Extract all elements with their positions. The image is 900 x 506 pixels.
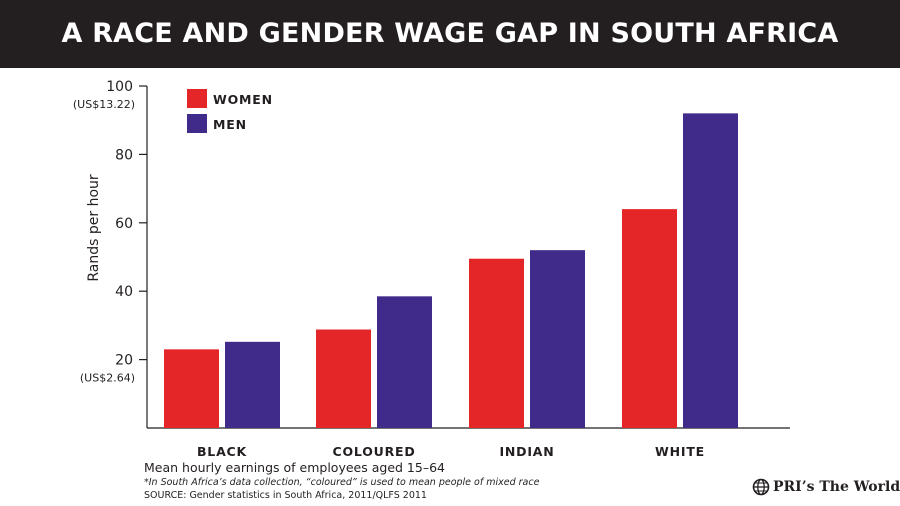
legend-swatch-women: [187, 89, 207, 108]
footer: Mean hourly earnings of employees aged 1…: [144, 460, 539, 503]
pri-the-world-logo: PRI’s The World: [752, 478, 900, 496]
bar-men-white: [683, 113, 738, 429]
chart-caption: Mean hourly earnings of employees aged 1…: [144, 460, 445, 475]
logo-text: PRI’s The World: [773, 479, 900, 495]
bar-women-coloured: [316, 329, 371, 428]
y-tick-label: 60: [115, 216, 133, 232]
y-axis-label: Rands per hour: [86, 174, 102, 282]
x-categories: BLACK COLOURED INDIAN WHITE: [197, 444, 705, 459]
globe-icon: [752, 478, 770, 496]
chart-source: SOURCE: Gender statistics in South Afric…: [144, 490, 427, 501]
y-tick-label: 80: [115, 147, 133, 163]
y-tick-label: 40: [115, 284, 133, 300]
chart-note: *In South Africa’s data collection, “col…: [144, 477, 540, 488]
bar-men-black: [225, 341, 280, 428]
bar-men-indian: [530, 250, 585, 428]
bar-women-black: [164, 349, 219, 428]
category-label: INDIAN: [499, 444, 554, 459]
legend-label-women: WOMEN: [213, 92, 273, 107]
bar-women-white: [622, 209, 677, 428]
y-tick-label: 20: [115, 353, 133, 369]
category-label: WHITE: [655, 444, 705, 459]
y-ticks: 20 (US$2.64) 40 60 80 100 (US$13.22): [73, 79, 147, 385]
y-tick-sublabel: (US$2.64): [80, 372, 135, 385]
chart-bars: [164, 113, 738, 429]
y-tick-label: 100: [106, 79, 133, 95]
y-tick-sublabel: (US$13.22): [73, 98, 135, 111]
legend-swatch-men: [187, 114, 207, 133]
bar-men-coloured: [377, 296, 432, 428]
category-label: BLACK: [197, 444, 248, 459]
category-label: COLOURED: [332, 444, 415, 459]
title-bar: [0, 0, 900, 68]
bar-women-indian: [469, 258, 524, 428]
chart-title: A RACE AND GENDER WAGE GAP IN SOUTH AFRI…: [61, 18, 839, 49]
chart-legend: WOMEN MEN: [187, 89, 273, 133]
legend-label-men: MEN: [213, 117, 247, 132]
